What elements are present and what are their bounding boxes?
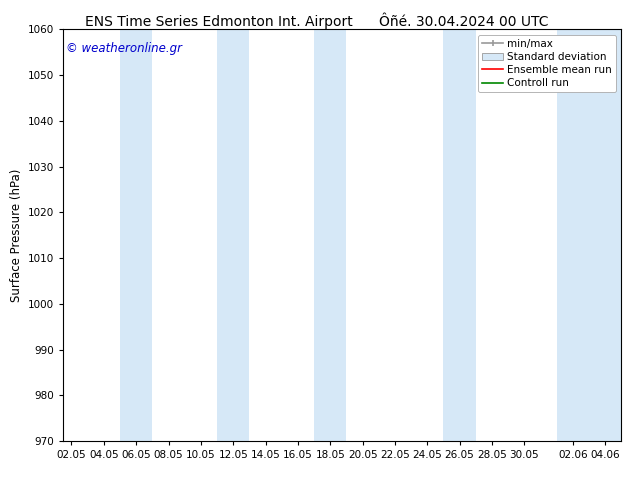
Legend: min/max, Standard deviation, Ensemble mean run, Controll run: min/max, Standard deviation, Ensemble me… (478, 35, 616, 92)
Bar (217, 29, 249, 441)
Bar (557, 29, 621, 441)
Y-axis label: Surface Pressure (hPa): Surface Pressure (hPa) (10, 169, 23, 302)
Text: © weatheronline.gr: © weatheronline.gr (66, 42, 182, 55)
Bar (120, 29, 152, 441)
Bar (443, 29, 476, 441)
Text: ENS Time Series Edmonton Int. Airport      Ôñé. 30.04.2024 00 UTC: ENS Time Series Edmonton Int. Airport Ôñ… (85, 12, 549, 29)
Bar (314, 29, 346, 441)
